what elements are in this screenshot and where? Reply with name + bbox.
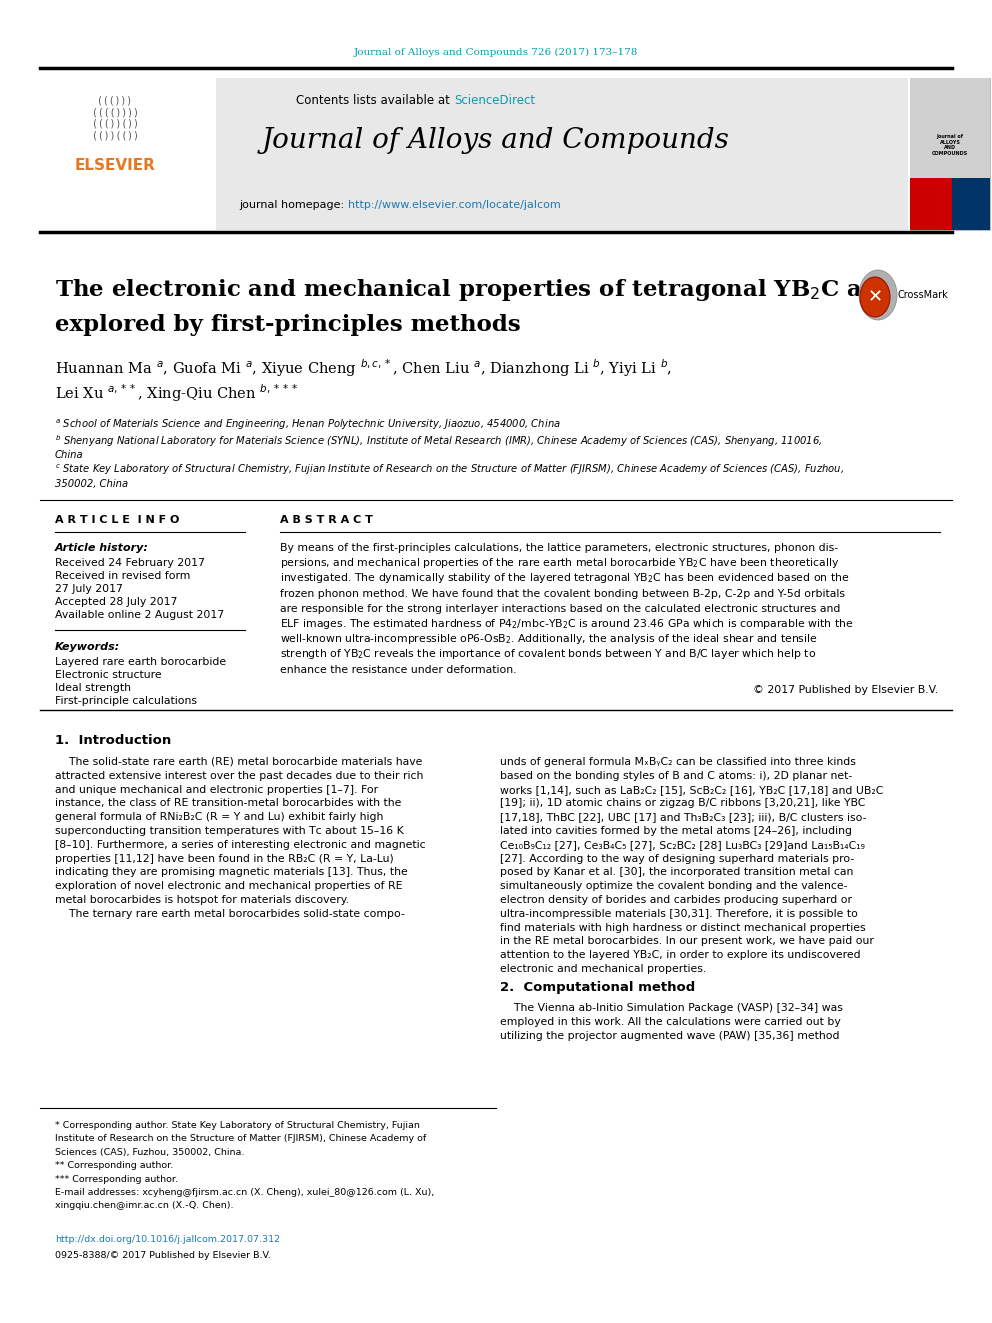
- Text: strength of YB$_2$C reveals the importance of covalent bonds between Y and B/C l: strength of YB$_2$C reveals the importan…: [280, 647, 816, 662]
- Text: attracted extensive interest over the past decades due to their rich: attracted extensive interest over the pa…: [55, 771, 424, 781]
- Text: 350002, China: 350002, China: [55, 479, 128, 490]
- FancyBboxPatch shape: [38, 78, 216, 230]
- Text: * Corresponding author. State Key Laboratory of Structural Chemistry, Fujian: * Corresponding author. State Key Labora…: [55, 1121, 420, 1130]
- Text: based on the bonding styles of B and C atoms: i), 2D planar net-: based on the bonding styles of B and C a…: [500, 771, 852, 781]
- Text: lated into cavities formed by the metal atoms [24–26], including: lated into cavities formed by the metal …: [500, 826, 852, 836]
- Text: enhance the resistance under deformation.: enhance the resistance under deformation…: [280, 664, 517, 675]
- Text: ** Corresponding author.: ** Corresponding author.: [55, 1162, 174, 1170]
- Text: indicating they are promising magnetic materials [13]. Thus, the: indicating they are promising magnetic m…: [55, 868, 408, 877]
- Text: ELF images. The estimated hardness of P4$_2$/mbc-YB$_2$C is around 23.46 GPa whi: ELF images. The estimated hardness of P4…: [280, 617, 853, 631]
- FancyBboxPatch shape: [38, 78, 908, 230]
- Text: ((()))
(((())))
((())())
(())(()): ((())) (((()))) ((())()) (())(()): [91, 95, 139, 140]
- Text: Ce₁₀B₉C₁₂ [27], Ce₃B₄C₅ [27], Sc₂BC₂ [28] Lu₃BC₃ [29]and La₁₅B₁₄C₁₉: Ce₁₀B₉C₁₂ [27], Ce₃B₄C₅ [27], Sc₂BC₂ [28…: [500, 840, 865, 849]
- Text: employed in this work. All the calculations were carried out by: employed in this work. All the calculati…: [500, 1017, 841, 1027]
- Text: Ideal strength: Ideal strength: [55, 683, 131, 693]
- Text: properties [11,12] have been found in the RB₂C (R = Y, La-Lu): properties [11,12] have been found in th…: [55, 853, 394, 864]
- Text: [19]; ii), 1D atomic chains or zigzag B/C ribbons [3,20,21], like YBC: [19]; ii), 1D atomic chains or zigzag B/…: [500, 798, 865, 808]
- FancyBboxPatch shape: [910, 179, 952, 230]
- Text: By means of the first-principles calculations, the lattice parameters, electroni: By means of the first-principles calcula…: [280, 542, 838, 553]
- Text: A R T I C L E  I N F O: A R T I C L E I N F O: [55, 515, 180, 525]
- Text: Article history:: Article history:: [55, 542, 149, 553]
- Text: Journal of Alloys and Compounds 726 (2017) 173–178: Journal of Alloys and Compounds 726 (201…: [354, 48, 638, 57]
- Text: in the RE metal borocarbides. In our present work, we have paid our: in the RE metal borocarbides. In our pre…: [500, 937, 874, 946]
- Text: investigated. The dynamically stability of the layered tetragonal YB$_2$C has be: investigated. The dynamically stability …: [280, 572, 849, 585]
- Text: attention to the layered YB₂C, in order to explore its undiscovered: attention to the layered YB₂C, in order …: [500, 950, 861, 960]
- Text: $^a$ School of Materials Science and Engineering, Henan Polytechnic University, : $^a$ School of Materials Science and Eng…: [55, 418, 560, 433]
- Text: China: China: [55, 450, 83, 460]
- FancyBboxPatch shape: [910, 78, 990, 230]
- Text: 1.  Introduction: 1. Introduction: [55, 733, 172, 746]
- Text: Electronic structure: Electronic structure: [55, 669, 162, 680]
- Ellipse shape: [860, 277, 890, 318]
- Text: superconducting transition temperatures with Tᴄ about 15–16 K: superconducting transition temperatures …: [55, 826, 404, 836]
- Text: Contents lists available at: Contents lists available at: [297, 94, 454, 106]
- Text: works [1,14], such as LaB₂C₂ [15], ScB₂C₂ [16], YB₂C [17,18] and UB₂C: works [1,14], such as LaB₂C₂ [15], ScB₂C…: [500, 785, 883, 795]
- Text: electronic and mechanical properties.: electronic and mechanical properties.: [500, 964, 706, 974]
- Text: Accepted 28 July 2017: Accepted 28 July 2017: [55, 597, 178, 607]
- Text: ScienceDirect: ScienceDirect: [454, 94, 535, 106]
- Text: Available online 2 August 2017: Available online 2 August 2017: [55, 610, 224, 620]
- Text: are responsible for the strong interlayer interactions based on the calculated e: are responsible for the strong interlaye…: [280, 603, 840, 614]
- Text: Journal of
ALLOYS
AND
COMPOUNDS: Journal of ALLOYS AND COMPOUNDS: [931, 134, 968, 156]
- FancyBboxPatch shape: [952, 179, 990, 230]
- Text: instance, the class of RE transition-metal borocarbides with the: instance, the class of RE transition-met…: [55, 798, 402, 808]
- Text: Huannan Ma $^a$, Guofa Mi $^a$, Xiyue Cheng $^{b,c,*}$, Chen Liu $^a$, Dianzhong: Huannan Ma $^a$, Guofa Mi $^a$, Xiyue Ch…: [55, 357, 673, 378]
- Text: The electronic and mechanical properties of tetragonal YB$_2$C as: The electronic and mechanical properties…: [55, 277, 876, 303]
- Text: The Vienna ab-Initio Simulation Package (VASP) [32–34] was: The Vienna ab-Initio Simulation Package …: [500, 1003, 843, 1013]
- Text: unds of general formula MₓBᵧC₂ can be classified into three kinds: unds of general formula MₓBᵧC₂ can be cl…: [500, 757, 856, 767]
- Text: metal borocarbides is hotspot for materials discovery.: metal borocarbides is hotspot for materi…: [55, 894, 349, 905]
- Text: [27]. According to the way of designing superhard materials pro-: [27]. According to the way of designing …: [500, 853, 854, 864]
- Text: Sciences (CAS), Fuzhou, 350002, China.: Sciences (CAS), Fuzhou, 350002, China.: [55, 1147, 244, 1156]
- Text: general formula of RNi₂B₂C (R = Y and Lu) exhibit fairly high: general formula of RNi₂B₂C (R = Y and Lu…: [55, 812, 383, 822]
- Text: xingqiu.chen@imr.ac.cn (X.-Q. Chen).: xingqiu.chen@imr.ac.cn (X.-Q. Chen).: [55, 1201, 233, 1211]
- Text: Layered rare earth borocarbide: Layered rare earth borocarbide: [55, 658, 226, 667]
- Text: CrossMark: CrossMark: [898, 290, 948, 300]
- Text: Lei Xu $^{a,**}$, Xing-Qiu Chen $^{b,***}$: Lei Xu $^{a,**}$, Xing-Qiu Chen $^{b,***…: [55, 382, 299, 404]
- Text: 27 July 2017: 27 July 2017: [55, 583, 123, 594]
- Text: exploration of novel electronic and mechanical properties of RE: exploration of novel electronic and mech…: [55, 881, 403, 892]
- Text: simultaneously optimize the covalent bonding and the valence-: simultaneously optimize the covalent bon…: [500, 881, 847, 892]
- Text: frozen phonon method. We have found that the covalent bonding between B-2p, C-2p: frozen phonon method. We have found that…: [280, 589, 845, 598]
- Text: 0925-8388/© 2017 Published by Elsevier B.V.: 0925-8388/© 2017 Published by Elsevier B…: [55, 1250, 271, 1259]
- Text: and unique mechanical and electronic properties [1–7]. For: and unique mechanical and electronic pro…: [55, 785, 378, 795]
- Text: posed by Kanar et al. [30], the incorporated transition metal can: posed by Kanar et al. [30], the incorpor…: [500, 868, 853, 877]
- Text: http://www.elsevier.com/locate/jalcom: http://www.elsevier.com/locate/jalcom: [348, 200, 560, 210]
- Text: http://dx.doi.org/10.1016/j.jallcom.2017.07.312: http://dx.doi.org/10.1016/j.jallcom.2017…: [55, 1236, 280, 1245]
- Text: The solid-state rare earth (RE) metal borocarbide materials have: The solid-state rare earth (RE) metal bo…: [55, 757, 423, 767]
- Text: *** Corresponding author.: *** Corresponding author.: [55, 1175, 178, 1184]
- Ellipse shape: [859, 270, 897, 320]
- Text: Institute of Research on the Structure of Matter (FJIRSM), Chinese Academy of: Institute of Research on the Structure o…: [55, 1134, 427, 1143]
- Text: Keywords:: Keywords:: [55, 642, 120, 652]
- Text: © 2017 Published by Elsevier B.V.: © 2017 Published by Elsevier B.V.: [753, 685, 938, 695]
- Text: Received in revised form: Received in revised form: [55, 572, 190, 581]
- Text: $^c$ State Key Laboratory of Structural Chemistry, Fujian Institute of Research : $^c$ State Key Laboratory of Structural …: [55, 463, 844, 478]
- Text: Journal of Alloys and Compounds: Journal of Alloys and Compounds: [262, 127, 730, 153]
- Text: 2.  Computational method: 2. Computational method: [500, 982, 695, 995]
- Text: find materials with high hardness or distinct mechanical properties: find materials with high hardness or dis…: [500, 922, 866, 933]
- Text: explored by first-principles methods: explored by first-principles methods: [55, 314, 521, 336]
- Text: ELSEVIER: ELSEVIER: [74, 157, 156, 172]
- Text: A B S T R A C T: A B S T R A C T: [280, 515, 373, 525]
- Text: Received 24 February 2017: Received 24 February 2017: [55, 558, 205, 568]
- Text: well-known ultra-incompressible oP6-OsB$_2$. Additionally, the analysis of the i: well-known ultra-incompressible oP6-OsB$…: [280, 632, 817, 646]
- Text: ultra-incompressible materials [30,31]. Therefore, it is possible to: ultra-incompressible materials [30,31]. …: [500, 909, 858, 918]
- Text: E-mail addresses: xcyheng@fjirsm.ac.cn (X. Cheng), xulei_80@126.com (L. Xu),: E-mail addresses: xcyheng@fjirsm.ac.cn (…: [55, 1188, 434, 1197]
- Text: electron density of borides and carbides producing superhard or: electron density of borides and carbides…: [500, 894, 852, 905]
- Text: persions, and mechanical properties of the rare earth metal borocarbide YB$_2$C : persions, and mechanical properties of t…: [280, 556, 839, 570]
- Text: journal homepage:: journal homepage:: [239, 200, 348, 210]
- Text: The ternary rare earth metal borocarbides solid-state compo-: The ternary rare earth metal borocarbide…: [55, 909, 405, 918]
- Text: [8–10]. Furthermore, a series of interesting electronic and magnetic: [8–10]. Furthermore, a series of interes…: [55, 840, 426, 849]
- FancyBboxPatch shape: [910, 78, 990, 180]
- Text: $^b$ Shenyang National Laboratory for Materials Science (SYNL), Institute of Met: $^b$ Shenyang National Laboratory for Ma…: [55, 433, 822, 448]
- Text: utilizing the projector augmented wave (PAW) [35,36] method: utilizing the projector augmented wave (…: [500, 1031, 839, 1041]
- Text: [17,18], ThBC [22], UBC [17] and Th₃B₂C₃ [23]; iii), B/C clusters iso-: [17,18], ThBC [22], UBC [17] and Th₃B₂C₃…: [500, 812, 866, 822]
- Text: First-principle calculations: First-principle calculations: [55, 696, 197, 706]
- Text: ✕: ✕: [867, 288, 883, 306]
